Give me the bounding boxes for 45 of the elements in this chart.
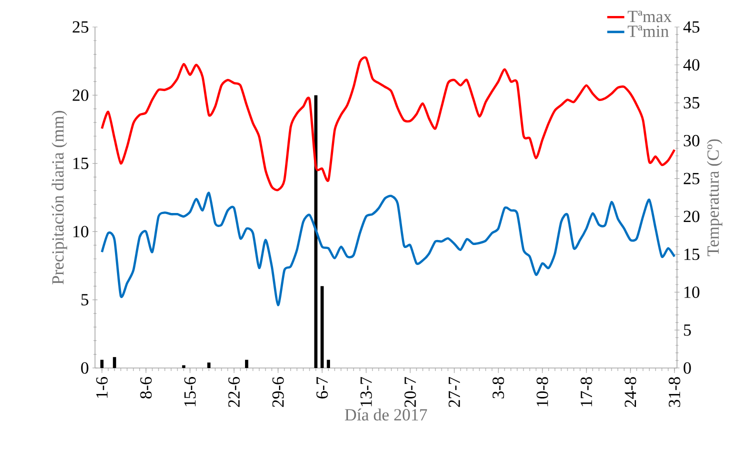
y-tick-label: 20 — [72, 89, 88, 101]
y2-tick-label: 30 — [684, 134, 700, 146]
x-tick-label: 6-7 — [316, 377, 328, 398]
y2-tick-label: 5 — [684, 324, 691, 336]
y2-tick-label: 20 — [684, 210, 700, 222]
y2-tick-label: 35 — [684, 97, 700, 108]
y2-tick-label: 40 — [683, 59, 700, 71]
y-axis-title: Precipitación diaria (mm) — [52, 110, 68, 284]
y2-tick-label: 0 — [684, 362, 691, 374]
bar — [320, 286, 324, 368]
x-tick-label: 17-8 — [580, 377, 592, 406]
y-tick-label: 25 — [72, 21, 88, 33]
y-tick-label: 0 — [81, 362, 88, 374]
x-tick-label: 20-7 — [404, 377, 416, 407]
line-series — [100, 56, 676, 192]
bar — [314, 95, 318, 368]
y2-tick-label: 10 — [684, 286, 700, 298]
legend-label: Tªmax — [628, 10, 672, 22]
bar — [100, 360, 104, 368]
y2-axis-title: Temperatura (Cº) — [706, 139, 722, 256]
x-tick-label: 22-6 — [228, 377, 240, 407]
x-tick-label: 24-8 — [624, 377, 636, 407]
x-tick-label: 8-6 — [140, 377, 152, 399]
y2-tick-label: 45 — [683, 21, 700, 33]
bar — [326, 360, 330, 368]
x-tick-label: 15-6 — [184, 377, 196, 406]
bar — [112, 357, 116, 368]
bar — [207, 362, 210, 368]
x-tick-label: 27-7 — [448, 377, 460, 407]
x-tick-label: 29-6 — [272, 377, 284, 407]
bar — [182, 365, 186, 368]
y-tick-label: 15 — [73, 158, 88, 170]
bar — [245, 360, 248, 368]
line-series — [100, 192, 676, 306]
y-tick-label: 10 — [73, 226, 88, 238]
x-tick-label: 31-8 — [668, 377, 680, 407]
x-tick-label: 3-8 — [492, 377, 504, 398]
y-tick-label: 5 — [81, 294, 88, 306]
x-tick-label: 1-6 — [96, 377, 108, 398]
y2-tick-label: 15 — [684, 248, 700, 260]
x-tick-label: 10-8 — [536, 377, 548, 406]
y2-tick-label: 25 — [684, 172, 700, 184]
legend-label: Tªmin — [628, 26, 669, 37]
x-axis-title: Día de 2017 — [344, 408, 428, 421]
x-tick-label: 13-7 — [360, 377, 372, 406]
